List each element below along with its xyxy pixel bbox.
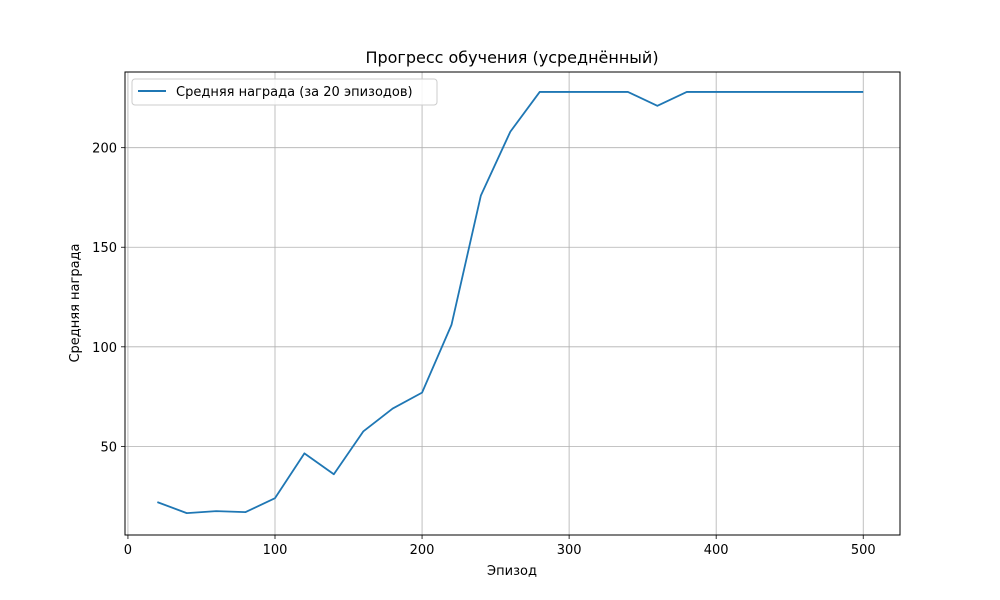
x-tick-label: 100: [263, 543, 288, 558]
y-tick-label: 150: [92, 241, 117, 256]
x-tick-label: 400: [704, 543, 729, 558]
chart-title: Прогресс обучения (усреднённый): [365, 48, 658, 67]
y-axis-label: Средняя награда: [68, 243, 83, 362]
x-axis: 0 100 200 300 400 500: [124, 535, 876, 558]
axes-frame: [124, 71, 901, 536]
x-tick-label: 200: [410, 543, 435, 558]
y-tick-label: 200: [92, 142, 117, 157]
series-line: [157, 91, 864, 514]
legend-box: [131, 78, 438, 106]
y-tick-label: 100: [92, 341, 117, 356]
x-axis-label: Эпизод: [487, 564, 537, 579]
legend: Средняя награда (за 20 эпизодов): [131, 78, 438, 106]
x-tick-label: 500: [851, 543, 876, 558]
legend-label: Средняя награда (за 20 эпизодов): [176, 85, 413, 100]
y-tick-label: 50: [100, 440, 117, 455]
grid: [125, 72, 900, 535]
y-axis: 50 100 150 200: [92, 142, 125, 455]
plot-area: [157, 91, 864, 514]
x-tick-label: 300: [557, 543, 582, 558]
x-tick-label: 0: [124, 543, 132, 558]
